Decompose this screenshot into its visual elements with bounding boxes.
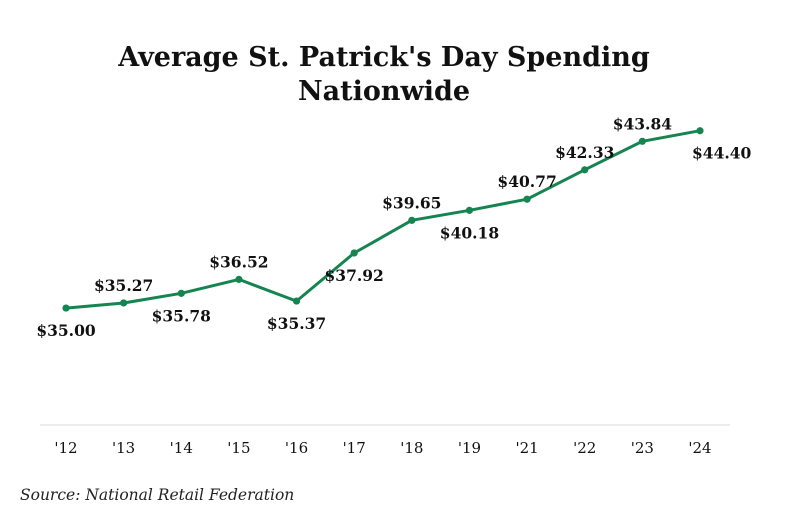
x-tick-layer: '12 '13 '14 '15 '16 '17 '18 '19 '21 '22 '23 '24	[54, 439, 711, 457]
data-label: $40.18	[440, 223, 499, 242]
data-label: $40.77	[497, 172, 556, 191]
data-point	[523, 195, 531, 203]
data-label: $37.92	[325, 266, 384, 285]
x-tick-label: '17	[343, 439, 366, 457]
data-label: $42.33	[555, 143, 614, 162]
data-label: $44.40	[692, 144, 752, 163]
x-tick-label: '18	[400, 439, 423, 457]
data-label: $36.52	[209, 252, 268, 271]
source-note: Source: National Retail Federation	[20, 486, 295, 504]
data-label: $35.37	[267, 314, 326, 333]
chart-title-line-2: Nationwide	[298, 76, 470, 107]
x-tick-label: '15	[227, 439, 250, 457]
data-point	[696, 127, 704, 135]
data-point	[292, 297, 301, 305]
data-point	[120, 299, 128, 307]
data-label-layer: $35.00 $35.27 $35.78 $36.52 $35.37 $37.92 $39.…	[36, 114, 751, 340]
series-layer	[62, 127, 704, 312]
data-point	[350, 249, 358, 257]
chart-title-line-1: Average St. Patrick's Day Spending	[117, 42, 650, 73]
data-label: $35.27	[94, 276, 153, 295]
x-tick-label: '23	[631, 439, 654, 457]
x-tick-label: '16	[285, 439, 308, 457]
data-label: $43.84	[613, 114, 673, 133]
data-point	[62, 304, 70, 312]
data-point	[408, 216, 416, 224]
series-line	[64, 129, 702, 310]
x-tick-label: '19	[458, 439, 481, 457]
data-point	[465, 206, 474, 214]
x-tick-label: '21	[515, 439, 538, 457]
x-tick-label: '24	[688, 439, 711, 457]
data-point	[235, 275, 243, 283]
x-tick-label: '13	[112, 439, 135, 457]
data-point	[638, 137, 646, 145]
data-point	[581, 166, 589, 174]
data-label: $39.65	[382, 193, 441, 212]
data-point	[177, 289, 185, 297]
data-label: $35.00	[36, 321, 96, 340]
data-label: $35.78	[152, 306, 211, 325]
x-tick-label: '14	[170, 439, 193, 457]
x-tick-label: '12	[54, 439, 77, 457]
x-tick-label: '22	[573, 439, 596, 457]
